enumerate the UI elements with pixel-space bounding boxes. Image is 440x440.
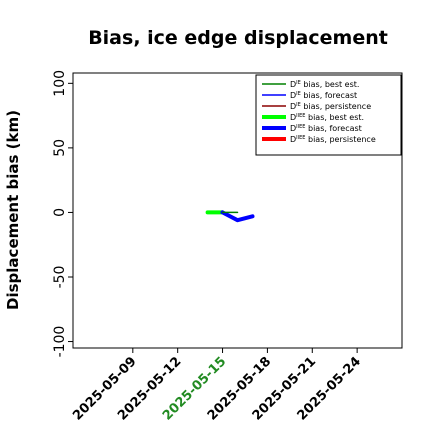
y-tick-label: -100 [52,326,68,358]
y-tick-label: 50 [52,139,68,157]
legend-entry: DIE bias, forecast [290,91,357,100]
y-axis-ticks: -100 -50 0 50 100 [52,70,73,357]
y-tick-label: -50 [52,266,68,289]
y-tick-label: 100 [52,70,68,97]
legend-entry: DIIEE bias, forecast [290,124,362,133]
data-series [205,210,255,223]
legend: DIE bias, best est. DIE bias, forecast DIE… [255,74,402,156]
series-line [220,210,255,223]
x-axis-ticks: 2025-05-092025-05-122025-05-152025-05-18… [70,348,364,424]
y-tick-label: 0 [52,208,68,217]
plot-frame [72,72,403,349]
legend-entry: DIIEE bias, best est. [290,113,364,122]
chart-title: Bias, ice edge displacement [88,27,388,49]
legend-entry: DIE bias, persistence [290,102,371,111]
legend-entry: DIIEE bias, persistence [290,135,376,144]
legend-entry: DIE bias, best est. [290,80,359,89]
y-axis-label: Displacement bias (km) [4,110,22,310]
